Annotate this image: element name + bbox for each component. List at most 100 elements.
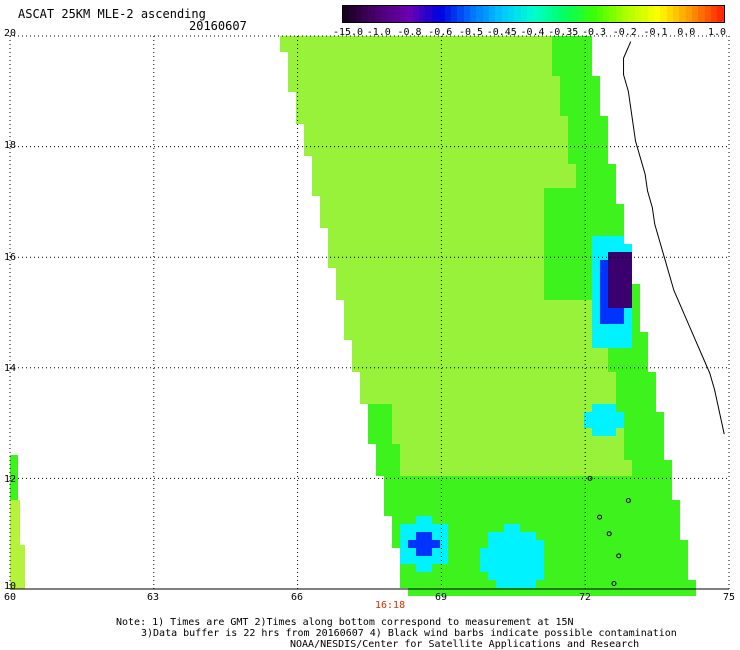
swath-cell	[464, 276, 472, 284]
swath-cell	[576, 284, 584, 292]
colorbar-cell	[558, 6, 566, 22]
swath-cell	[440, 468, 448, 476]
swath-cell	[520, 204, 528, 212]
swath-cell	[472, 204, 480, 212]
swath-cell	[576, 268, 584, 276]
swath-cell	[608, 340, 616, 348]
swath-cell	[472, 436, 480, 444]
swath-cell	[504, 540, 512, 548]
swath-cell	[488, 44, 496, 52]
swath-cell	[464, 508, 472, 516]
swath-cell	[640, 420, 648, 428]
swath-cell	[664, 580, 672, 588]
colorbar-cell	[406, 6, 413, 22]
swath-cell	[608, 196, 616, 204]
swath-cell	[504, 556, 512, 564]
swath-cell	[632, 564, 640, 572]
colorbar-cell	[488, 6, 496, 22]
swath-cell	[472, 244, 480, 252]
swath-cell	[656, 452, 664, 460]
swath-cell	[632, 396, 640, 404]
colorbar-cell	[520, 6, 527, 22]
swath-cell	[488, 124, 496, 132]
swath-cell	[472, 532, 480, 540]
swath-cell	[432, 220, 440, 228]
swath-cell	[504, 92, 512, 100]
swath-cell	[576, 132, 584, 140]
swath-cell	[320, 172, 328, 180]
swath-cell	[392, 68, 400, 76]
swath-cell	[608, 228, 616, 236]
swath-cell	[480, 156, 488, 164]
swath-cell	[408, 52, 416, 60]
swath-cell	[536, 516, 544, 524]
swath-cell	[632, 332, 640, 340]
swath-cell	[504, 164, 512, 172]
swath-cell	[576, 140, 584, 148]
swath-cell	[616, 572, 624, 580]
swath-cell	[640, 548, 648, 556]
swath-cell	[472, 276, 480, 284]
swath-cell	[624, 468, 632, 476]
swath-cell	[496, 436, 504, 444]
swath-cell	[424, 300, 432, 308]
swath-cell	[344, 324, 352, 332]
swath-cell	[528, 156, 536, 164]
swath-cell	[344, 156, 352, 164]
swath-cell	[616, 476, 624, 484]
swath-cell	[512, 252, 520, 260]
swath-cell	[560, 460, 568, 468]
swath-cell	[336, 108, 344, 116]
swath-cell	[640, 572, 648, 580]
swath-cell	[616, 260, 624, 268]
swath-cell	[480, 500, 488, 508]
swath-cell	[480, 124, 488, 132]
swath-cell	[536, 436, 544, 444]
swath-cell	[552, 556, 560, 564]
swath-cell	[536, 588, 544, 596]
swath-cell	[640, 476, 648, 484]
swath-cell	[536, 220, 544, 228]
colorbar-cell	[374, 6, 382, 22]
swath-cell	[584, 428, 592, 436]
swath-cell	[592, 516, 600, 524]
swath-cell	[544, 148, 552, 156]
swath-cell	[512, 372, 520, 380]
swath-cell	[568, 564, 576, 572]
swath-cell	[456, 508, 464, 516]
swath-cell	[472, 324, 480, 332]
swath-cell	[520, 220, 528, 228]
swath-cell	[592, 484, 600, 492]
swath-cell	[400, 452, 408, 460]
swath-cell	[504, 188, 512, 196]
swath-cell	[544, 212, 552, 220]
swath-cell	[416, 260, 424, 268]
swath-cell	[528, 196, 536, 204]
swath-cell	[376, 36, 384, 44]
swath-cell	[520, 524, 528, 532]
swath-cell	[440, 484, 448, 492]
swath-cell	[664, 500, 672, 508]
swath-cell	[472, 564, 480, 572]
swath-cell	[440, 276, 448, 284]
swath-cell	[512, 212, 520, 220]
swath-cell	[584, 244, 592, 252]
swath-cell	[384, 292, 392, 300]
swath-cell	[360, 84, 368, 92]
swath-cell	[416, 228, 424, 236]
swath-cell	[440, 236, 448, 244]
swath-cell	[368, 188, 376, 196]
swath-cell	[440, 588, 448, 596]
swath-cell	[440, 548, 448, 556]
colorbar-label: -15.0	[332, 27, 364, 38]
swath-cell	[384, 388, 392, 396]
swath-cell	[512, 228, 520, 236]
swath-cell	[432, 492, 440, 500]
swath-cell	[296, 100, 304, 108]
swath-cell	[536, 236, 544, 244]
colorbar-label: -0.4	[520, 27, 545, 38]
swath-cell	[648, 500, 656, 508]
swath-cell	[376, 380, 384, 388]
swath-cell	[496, 484, 504, 492]
swath-cell	[352, 92, 360, 100]
